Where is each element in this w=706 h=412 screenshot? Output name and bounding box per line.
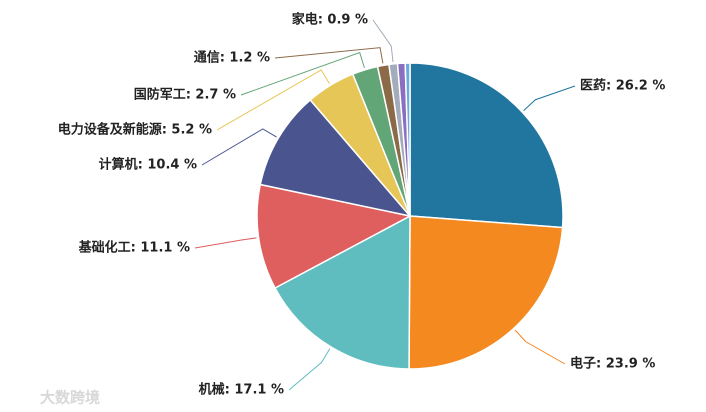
leader-line	[523, 85, 576, 111]
slice-label: 电力设备及新能源: 5.2 %	[58, 122, 212, 138]
leader-line	[514, 329, 566, 365]
pie-slice	[273, 214, 411, 370]
slice-label: 机械: 17.1 %	[199, 382, 284, 398]
leader-line	[288, 348, 331, 391]
watermark: 大数跨境	[40, 389, 100, 407]
pie-slice	[256, 183, 413, 290]
slice-label: 基础化工: 11.1 %	[78, 240, 190, 256]
leader-line	[194, 237, 257, 249]
leader-line	[372, 19, 394, 62]
slice-label: 电子: 23.9 %	[570, 356, 655, 372]
leader-line	[274, 47, 384, 64]
slice-label: 家电: 0.9 %	[292, 12, 368, 28]
pie-slice	[259, 98, 413, 218]
slice-label: 国防军工: 2.7 %	[134, 87, 236, 103]
leader-line	[216, 69, 330, 131]
pie-slice	[404, 62, 411, 217]
pie-slice	[409, 62, 564, 229]
leader-line	[201, 128, 277, 166]
slice-label: 医药: 26.2 %	[580, 78, 665, 94]
slice-label: 计算机: 10.4 %	[99, 157, 197, 173]
leader-line	[240, 51, 365, 96]
slice-label: 通信: 1.2 %	[194, 50, 270, 66]
pie-slice	[408, 215, 564, 370]
